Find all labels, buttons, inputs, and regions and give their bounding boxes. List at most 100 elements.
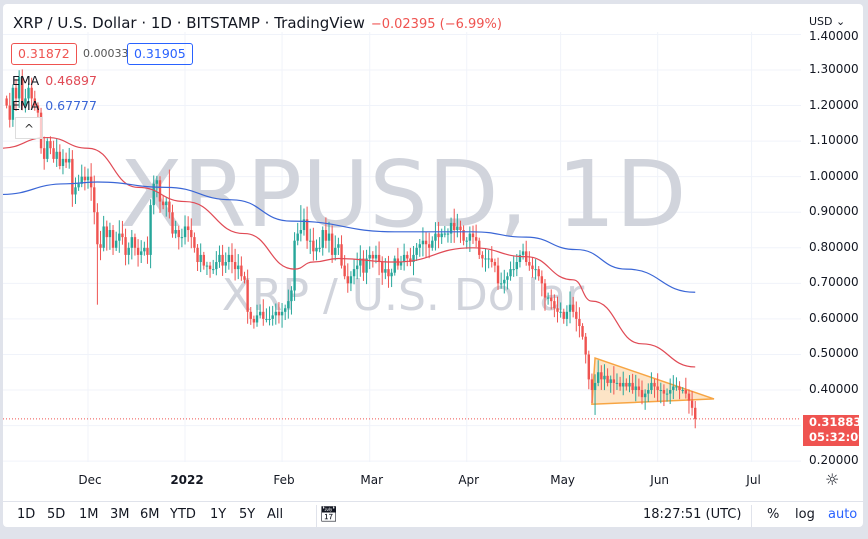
bar-countdown: 05:32:09 [809, 430, 863, 444]
log-scale-toggle[interactable]: log [795, 507, 815, 522]
candle-up [224, 262, 227, 266]
candle-up [140, 251, 143, 255]
go-to-date-calendar-icon[interactable]: 📅︎ [319, 505, 339, 523]
candle-up [215, 262, 218, 270]
bottom-toolbar: 1D 5D 1M 3M 6M YTD 1Y 5Y All 📅︎ 18:27:51 (UTC) %… [3, 501, 863, 527]
candle-up [659, 390, 662, 392]
candle-up [393, 258, 396, 273]
candle-up [349, 276, 353, 284]
ema-legend-2[interactable]: EMA 0.67777 [12, 98, 97, 113]
candle-up [421, 240, 425, 245]
sell-price-button[interactable]: 0.31872 [11, 43, 77, 65]
candle-up [399, 262, 403, 266]
price-tick-label: 0.50000 [809, 346, 859, 361]
candle-down [612, 379, 616, 383]
candle-down [581, 326, 584, 337]
candle-up [499, 283, 503, 285]
candle-up [293, 240, 296, 291]
range-button-all[interactable]: All [267, 507, 284, 522]
candle-down [233, 262, 237, 270]
range-button-5y[interactable]: 5Y [239, 507, 256, 522]
candle-down [49, 141, 52, 149]
candle-up [227, 254, 231, 263]
candle-up [127, 247, 130, 255]
range-button-1m[interactable]: 1M [79, 507, 99, 522]
candle-up [299, 230, 303, 234]
range-button-1d[interactable]: 1D [17, 507, 36, 522]
ema-legend-1[interactable]: EMA 0.46897 [12, 73, 97, 88]
candle-up [102, 226, 105, 248]
candle-up [155, 180, 159, 184]
clock-timezone[interactable]: 18:27:51 (UTC) [643, 507, 742, 522]
candle-up [515, 262, 519, 270]
candle-down [124, 237, 127, 255]
candle-up [622, 382, 625, 387]
price-tick-label: 1.00000 [809, 168, 859, 183]
last-price: 0.31883 [809, 415, 862, 429]
candle-up [268, 318, 271, 320]
price-tick-label: 0.60000 [809, 310, 859, 325]
candle-down [587, 354, 590, 380]
range-button-6m[interactable]: 6M [140, 507, 160, 522]
candle-up [46, 141, 49, 159]
candle-up [337, 244, 340, 248]
candle-up [327, 233, 331, 241]
candle-up [24, 98, 27, 106]
candle-up [309, 240, 312, 242]
time-tick-label: Apr [458, 473, 480, 487]
buy-price-button[interactable]: 0.31905 [127, 43, 193, 65]
candle-down [362, 258, 365, 273]
candle-up [55, 151, 58, 159]
candle-up [512, 269, 515, 271]
candle-down [30, 87, 33, 99]
candle-down [653, 382, 656, 387]
candle-up [484, 258, 487, 260]
candle-down [312, 240, 315, 252]
candle-up [130, 237, 134, 248]
candle-down [71, 158, 74, 195]
percent-scale-toggle[interactable]: % [767, 507, 780, 522]
range-button-1y[interactable]: 1Y [210, 507, 227, 522]
candle-up [412, 254, 415, 263]
candle-down [690, 400, 694, 408]
candle-down [133, 237, 137, 248]
currency-selector[interactable]: USD ⌄ [809, 15, 846, 28]
candle-down [684, 390, 688, 394]
range-button-3m[interactable]: 3M [110, 507, 130, 522]
candle-up [468, 233, 472, 241]
candle-down [687, 393, 691, 401]
candle-up [365, 258, 368, 273]
candle-down [387, 269, 390, 277]
candle-down [474, 237, 478, 241]
time-tick-label: Jun [650, 473, 670, 487]
candle-up [565, 311, 569, 319]
candle-up [118, 233, 121, 241]
candle-up [487, 258, 490, 260]
price-tick-label: 0.70000 [809, 275, 859, 290]
candle-up [384, 269, 387, 273]
candle-down [424, 240, 428, 245]
auto-scale-toggle[interactable]: auto [828, 507, 858, 522]
range-button-5d[interactable]: 5D [47, 507, 66, 522]
collapse-legend-button[interactable]: ^ [15, 117, 43, 139]
candle-up [431, 240, 434, 248]
candle-down [490, 258, 493, 263]
time-tick-label: Mar [360, 473, 384, 487]
price-change: −0.02395 (−6.99%) [370, 17, 502, 32]
candle-up [68, 158, 71, 163]
range-button-ytd[interactable]: YTD [170, 507, 196, 522]
symbol-title: XRP / U.S. Dollar · 1D · BITSTAMP · Trad… [13, 14, 365, 32]
candle-down [409, 258, 412, 263]
candle-down [371, 254, 375, 259]
candle-down [190, 230, 193, 238]
candle-down [462, 230, 465, 241]
candle-down [562, 311, 565, 319]
candle-up [434, 233, 437, 241]
settings-gear-icon[interactable]: ☼ [825, 470, 840, 489]
candle-down [121, 233, 124, 238]
candle-down [249, 311, 252, 319]
candle-up [258, 311, 262, 316]
candle-down [33, 98, 36, 106]
candle-down [202, 254, 206, 266]
